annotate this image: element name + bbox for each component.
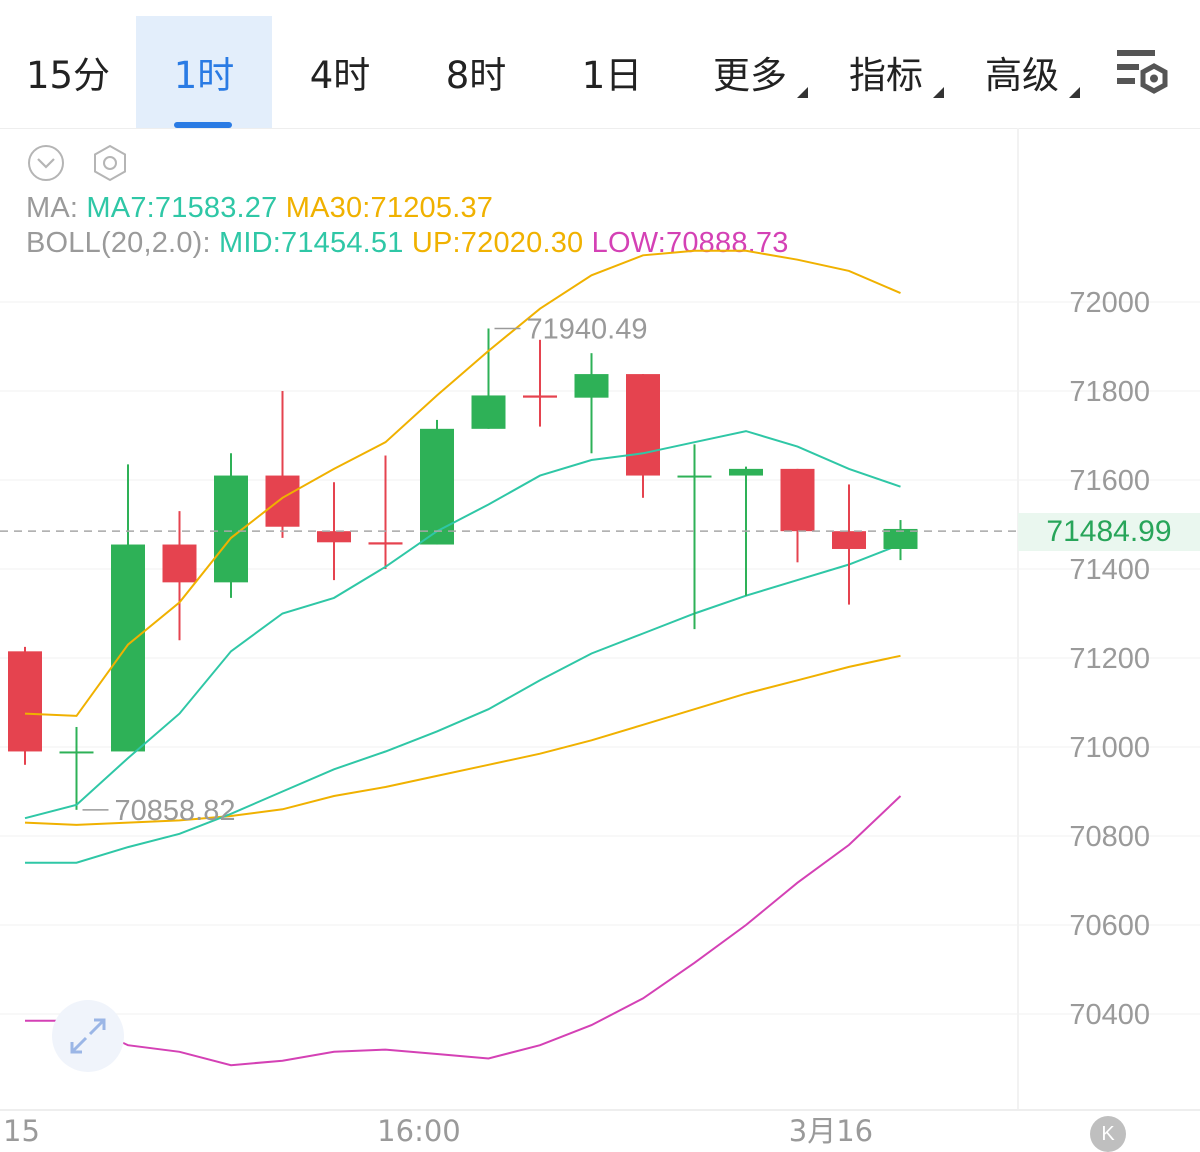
tab-8h[interactable]: 8时 <box>408 16 544 128</box>
tab-label: 高级 <box>985 54 1059 97</box>
tab-label: 4时 <box>309 54 371 97</box>
chart-settings-icon[interactable] <box>1112 42 1172 102</box>
kline-button[interactable]: K <box>1090 1116 1126 1152</box>
expand-arrows-icon <box>70 1018 106 1054</box>
y-tick-label: 70800 <box>1069 821 1150 853</box>
boll-mid-line <box>25 543 901 864</box>
boll-up-value: UP:72020.30 <box>411 227 584 259</box>
tab-label: 1时 <box>173 54 235 97</box>
y-tick-label: 71800 <box>1069 376 1150 408</box>
candle-body <box>780 468 815 532</box>
tab-label: 1日 <box>581 54 643 97</box>
ma-legend: MA: MA7:71583.27 MA30:71205.37 <box>26 192 493 225</box>
candle-body <box>420 428 454 545</box>
candle-body <box>265 475 300 527</box>
tab-label: 8时 <box>445 54 507 97</box>
y-tick-label: 70600 <box>1069 910 1150 942</box>
current-price-label: 71484.99 <box>1018 513 1200 551</box>
candle-body <box>59 751 94 754</box>
ma7-line <box>24 430 901 820</box>
ma-legend-prefix: MA: <box>26 192 87 224</box>
boll-up-line <box>24 654 901 826</box>
tab-label: 指标 <box>849 54 923 97</box>
dropdown-triangle-icon <box>797 87 808 98</box>
candle-body <box>368 542 403 545</box>
y-tick-label: 71200 <box>1069 643 1150 675</box>
tab-label: 15分 <box>25 54 111 97</box>
candle-body <box>162 544 197 583</box>
x-tick-label: 16:00 <box>377 1114 461 1144</box>
candle-body <box>8 651 42 752</box>
tab-15m[interactable]: 15分 <box>0 16 136 128</box>
boll-legend: BOLL(20,2.0): MID:71454.51 UP:72020.30 L… <box>26 227 789 260</box>
dropdown-triangle-icon <box>933 87 944 98</box>
candle-body <box>729 468 763 476</box>
candle-body <box>471 395 506 429</box>
tab-more[interactable]: 更多 <box>694 16 808 128</box>
candle-body <box>626 374 660 476</box>
expand-button[interactable] <box>52 1000 124 1072</box>
y-tick-label: 71400 <box>1069 554 1150 586</box>
high-price-label: 71940.49 <box>527 313 648 345</box>
boll-mid-value: MID:71454.51 <box>219 227 404 259</box>
collapse-chevron-icon[interactable] <box>26 143 66 183</box>
dropdown-triangle-icon <box>1069 87 1080 98</box>
boll-low-value: LOW:70888.73 <box>591 227 789 259</box>
tab-1h[interactable]: 1时 <box>136 16 272 128</box>
indicator-settings-icon[interactable] <box>90 143 130 183</box>
candle-body <box>832 531 866 549</box>
tab-indicators[interactable]: 指标 <box>830 16 944 128</box>
ma30-line <box>24 249 901 717</box>
low-price-label: 70858.82 <box>115 795 236 827</box>
candle-body <box>317 531 351 543</box>
tab-advanced[interactable]: 高级 <box>966 16 1080 128</box>
y-tick-label: 70400 <box>1069 999 1150 1031</box>
tab-label: 更多 <box>713 54 787 97</box>
tab-4h[interactable]: 4时 <box>272 16 408 128</box>
candle-body <box>111 544 145 752</box>
candle-body <box>523 395 557 398</box>
boll-legend-prefix: BOLL(20,2.0): <box>26 227 220 259</box>
candlestick-chart[interactable]: 72000 71800 71600 71400 71200 71000 70800 70600… <box>0 128 1200 1144</box>
timeframe-tabs: 15分 1时 4时 8时 1日 更多 指标 高级 <box>0 0 1200 129</box>
active-indicator <box>174 122 232 128</box>
boll-low-line <box>25 795 902 1067</box>
ma7-value: MA7:71583.27 <box>86 192 278 224</box>
tab-1d[interactable]: 1日 <box>544 16 680 128</box>
x-tick-label: 3月16 <box>789 1114 873 1144</box>
y-tick-label: 72000 <box>1069 287 1150 319</box>
x-tick-label: 月15 <box>0 1114 40 1144</box>
candle-body <box>883 528 918 549</box>
y-tick-label: 71600 <box>1069 465 1150 497</box>
candle-body <box>677 475 712 478</box>
candle-body <box>574 374 609 398</box>
y-tick-label: 71000 <box>1069 732 1150 764</box>
ma30-value: MA30:71205.37 <box>285 192 494 224</box>
